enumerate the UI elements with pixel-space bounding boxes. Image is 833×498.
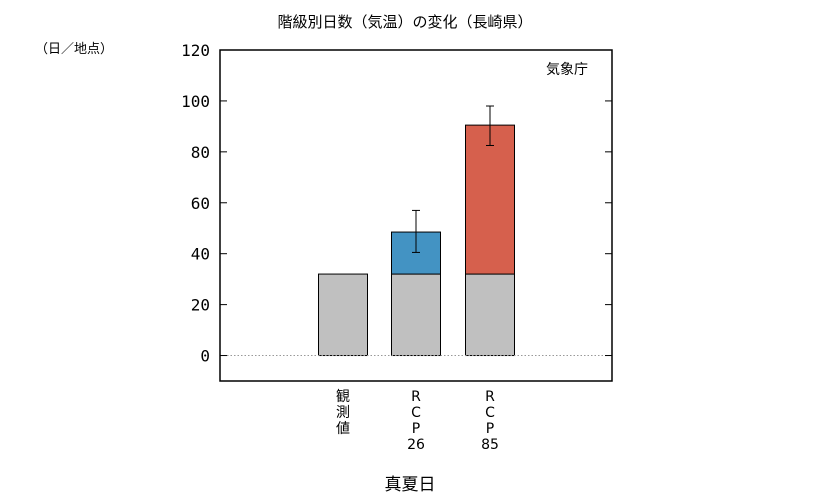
y-tick-label: 40 <box>191 245 210 264</box>
y-tick-label: 0 <box>200 347 210 366</box>
y-tick-label: 100 <box>181 92 210 111</box>
error-bar-1 <box>412 209 420 253</box>
x-category-label: P <box>412 421 420 437</box>
error-bars-group <box>412 105 494 253</box>
bar-base-0 <box>318 273 368 357</box>
x-axis-label: 真夏日 <box>385 475 436 495</box>
y-tick-label: 120 <box>181 41 210 60</box>
x-category-label: C <box>485 405 495 421</box>
y-axis-unit-label: （日／地点） <box>35 42 113 57</box>
bar-increase-2 <box>465 124 515 275</box>
x-category-label: C <box>411 405 421 421</box>
plot-frame <box>219 49 613 382</box>
bar-base-1 <box>391 273 441 357</box>
chart-title: 階級別日数（気温）の変化（長崎県） <box>277 13 532 31</box>
x-category-label: P <box>486 421 494 437</box>
x-category-label: R <box>411 389 421 405</box>
x-category-label: 測 <box>336 405 350 421</box>
y-axis-ticks: 0 20 40 60 80 100 120 <box>181 41 612 366</box>
credit-label: 気象庁 <box>546 62 588 78</box>
error-bar-2 <box>486 105 494 146</box>
bar-base-2 <box>465 273 515 357</box>
x-category-label: R <box>485 389 495 405</box>
x-category-label: 観 <box>336 388 350 405</box>
y-tick-label: 80 <box>191 143 210 162</box>
x-category-label: 値 <box>336 421 350 437</box>
y-tick-label: 60 <box>191 194 210 213</box>
y-tick-label: 20 <box>191 296 210 315</box>
x-category-label: 26 <box>407 437 425 453</box>
x-category-label: 85 <box>481 437 499 453</box>
